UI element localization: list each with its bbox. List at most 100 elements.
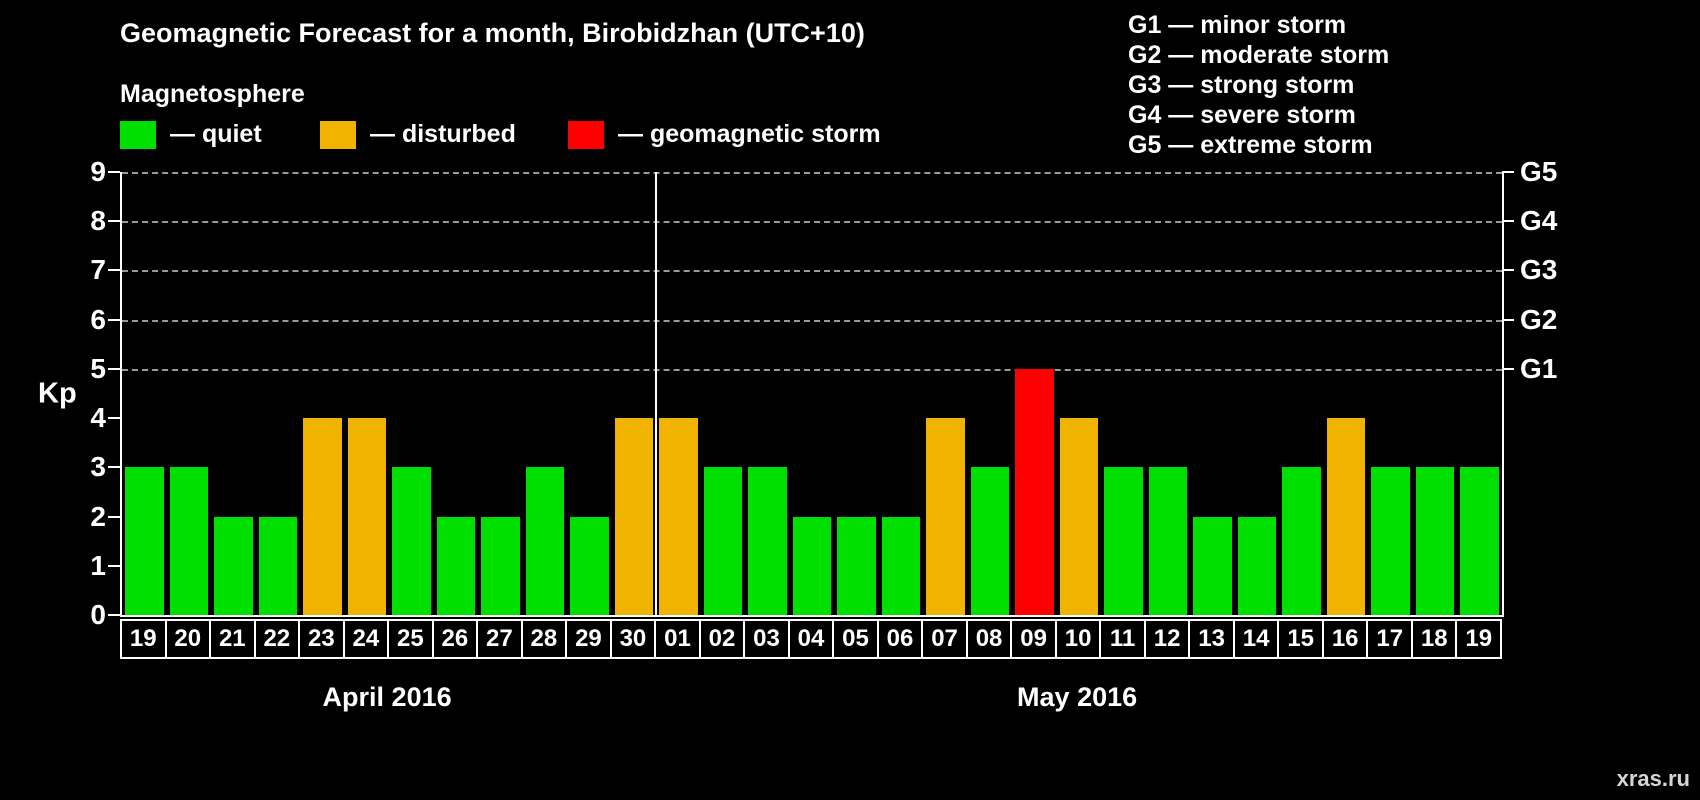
bar-may-15 xyxy=(1282,467,1321,615)
g-tick-G3 xyxy=(1502,269,1514,272)
bar-may-04 xyxy=(792,516,832,615)
kp-tick-label-0: 0 xyxy=(90,599,106,630)
day-label-apr-20: 20 xyxy=(164,619,212,659)
bar-apr-21 xyxy=(214,516,253,615)
legend-item-quiet: — quiet xyxy=(120,120,262,149)
bar-may-06 xyxy=(881,516,921,615)
legend-label-disturbed: — disturbed xyxy=(370,120,516,148)
day-label-may-12: 12 xyxy=(1143,619,1191,659)
bar-may-14 xyxy=(1237,516,1277,615)
day-label-apr-19: 19 xyxy=(120,619,167,659)
day-label-apr-29: 29 xyxy=(565,619,612,659)
day-label-may-03: 03 xyxy=(743,619,790,659)
kp-tick-label-4: 4 xyxy=(90,402,106,434)
day-label-apr-27: 27 xyxy=(476,619,523,659)
watermark: xras.ru xyxy=(1616,766,1690,791)
bar-apr-20 xyxy=(169,467,209,615)
kp-axis-label: Kp xyxy=(38,377,77,410)
storm-color-swatch xyxy=(568,120,604,149)
month-separator xyxy=(655,172,658,615)
day-label-may-07: 07 xyxy=(921,619,968,659)
kp-tick-5 xyxy=(108,367,120,370)
storm-scale-g5: G5 — extreme storm xyxy=(1128,131,1373,159)
kp-tick-0 xyxy=(108,614,120,616)
storm-scale-legend: G1 — minor storm G2 — moderate storm G3 … xyxy=(1128,10,1389,160)
g-tick-G5 xyxy=(1502,171,1514,173)
bar-apr-22 xyxy=(258,516,298,615)
day-label-apr-25: 25 xyxy=(387,619,434,659)
bar-may-08 xyxy=(970,467,1010,615)
day-label-may-10: 10 xyxy=(1054,619,1102,659)
day-label-apr-26: 26 xyxy=(431,619,479,659)
gridline-kp-9 xyxy=(122,172,1502,174)
day-label-may-02: 02 xyxy=(698,619,746,659)
day-label-may-18: 18 xyxy=(1410,619,1458,659)
day-label-may-01: 01 xyxy=(654,619,701,659)
bar-may-16 xyxy=(1326,418,1366,615)
g-tick-G1 xyxy=(1502,367,1514,370)
day-label-may-15: 15 xyxy=(1277,619,1324,659)
bar-apr-24 xyxy=(347,418,387,615)
g-axis-label-G2: G2 xyxy=(1520,303,1558,335)
bar-may-02 xyxy=(703,467,743,615)
bar-may-07 xyxy=(926,418,965,615)
kp-tick-label-6: 6 xyxy=(90,303,106,335)
g-tick-G2 xyxy=(1502,318,1514,321)
bar-apr-28 xyxy=(525,467,565,615)
bar-apr-26 xyxy=(436,516,476,615)
legend-heading: Magnetosphere xyxy=(120,80,305,108)
bar-may-03 xyxy=(748,467,787,615)
day-label-apr-28: 28 xyxy=(520,619,568,659)
kp-tick-6 xyxy=(108,318,120,321)
chart-title: Geomagnetic Forecast for a month, Birobi… xyxy=(120,18,865,48)
bar-may-13 xyxy=(1193,516,1232,615)
kp-tick-label-1: 1 xyxy=(90,549,106,581)
day-label-apr-22: 22 xyxy=(253,619,301,659)
gridline-kp-5 xyxy=(122,368,1502,371)
gridline-kp-8 xyxy=(122,221,1502,224)
legend-label-quiet: — quiet xyxy=(170,120,262,148)
g-axis-label-G5: G5 xyxy=(1520,156,1558,187)
bar-may-17 xyxy=(1371,467,1410,615)
day-axis: 19 20 21 22 23 24 25 26 27 28 29 30 01 02 03 04 05 06 07 08… xyxy=(120,619,1502,659)
gridline-kp-7 xyxy=(122,270,1502,273)
day-label-may-16: 16 xyxy=(1321,619,1369,659)
bar-apr-23 xyxy=(303,418,342,615)
bar-apr-27 xyxy=(481,516,520,615)
bar-may-12 xyxy=(1148,467,1188,615)
storm-scale-g4: G4 — severe storm xyxy=(1128,101,1356,129)
day-label-may-08: 08 xyxy=(965,619,1013,659)
legend-item-storm: — geomagnetic storm xyxy=(568,120,881,149)
day-label-may-14: 14 xyxy=(1232,619,1280,659)
day-label-may-04: 04 xyxy=(787,619,835,659)
bar-apr-19 xyxy=(125,467,164,615)
day-label-may-06: 06 xyxy=(876,619,924,659)
bar-may-18 xyxy=(1415,467,1455,615)
bar-may-09 xyxy=(1015,368,1054,615)
day-label-may-13: 13 xyxy=(1188,619,1235,659)
storm-scale-g2: G2 — moderate storm xyxy=(1128,41,1390,69)
kp-tick-label-3: 3 xyxy=(90,451,106,483)
legend-label-storm: — geomagnetic storm xyxy=(618,120,881,148)
kp-tick-label-2: 2 xyxy=(90,500,106,532)
kp-tick-8 xyxy=(108,220,120,223)
day-label-may-05: 05 xyxy=(832,619,879,659)
bar-may-19 xyxy=(1460,467,1499,615)
g-tick-G4 xyxy=(1502,220,1514,223)
kp-tick-3 xyxy=(108,466,120,469)
storm-scale-g3: G3 — strong storm xyxy=(1128,71,1355,99)
g-axis-label-G1: G1 xyxy=(1520,352,1558,384)
storm-scale-g1: G1 — minor storm xyxy=(1128,11,1347,39)
day-label-apr-21: 21 xyxy=(209,619,256,659)
bar-apr-30 xyxy=(614,418,654,615)
kp-tick-label-8: 8 xyxy=(90,205,106,237)
legend: — quiet — disturbed — geomagnetic storm xyxy=(120,120,1020,152)
bar-may-11 xyxy=(1104,467,1143,615)
quiet-color-swatch xyxy=(120,120,156,149)
kp-tick-2 xyxy=(108,515,120,518)
day-label-may-11: 11 xyxy=(1099,619,1146,659)
kp-tick-4 xyxy=(108,417,120,420)
legend-item-disturbed: — disturbed xyxy=(320,120,516,149)
kp-tick-1 xyxy=(108,564,120,567)
